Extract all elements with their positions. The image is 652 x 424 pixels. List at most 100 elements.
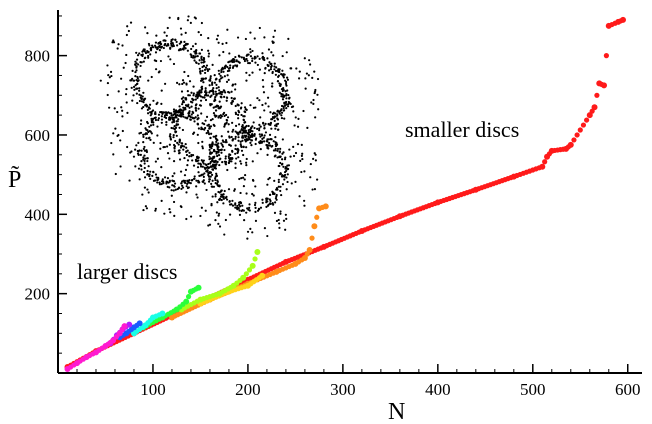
inset-dot bbox=[281, 183, 285, 186]
inset-dot bbox=[218, 80, 221, 83]
inset-dot bbox=[231, 121, 234, 124]
inset-dot bbox=[271, 118, 274, 121]
inset-dot bbox=[149, 46, 153, 49]
inset-dot bbox=[164, 39, 167, 42]
inset-dot bbox=[172, 159, 176, 163]
inset-dot bbox=[112, 153, 115, 156]
inset-dot bbox=[285, 217, 288, 220]
inset-dot bbox=[286, 89, 289, 92]
inset-dot bbox=[143, 176, 147, 179]
inset-dot bbox=[172, 119, 175, 122]
inset-dot bbox=[271, 41, 275, 44]
inset-dot bbox=[180, 187, 183, 190]
inset-dot bbox=[215, 172, 218, 175]
inset-dot bbox=[152, 117, 155, 120]
inset-dot bbox=[143, 98, 146, 101]
inset-dot bbox=[268, 69, 271, 72]
inset-dot bbox=[112, 132, 115, 135]
inset-dot bbox=[187, 15, 190, 18]
annotation-smaller-discs: smaller discs bbox=[405, 117, 519, 142]
inset-dot bbox=[305, 72, 309, 75]
inset-dot bbox=[261, 103, 264, 107]
inset-dot bbox=[208, 223, 212, 226]
inset-dot bbox=[170, 126, 173, 130]
inset-dot bbox=[177, 152, 181, 155]
inset-dot bbox=[225, 41, 228, 45]
inset-dot bbox=[249, 129, 253, 132]
inset-dot bbox=[280, 116, 284, 120]
inset-dot bbox=[160, 199, 163, 203]
inset-dot bbox=[171, 184, 174, 187]
inset-dot bbox=[162, 146, 165, 149]
data-point bbox=[565, 144, 572, 150]
inset-dot bbox=[149, 170, 152, 173]
inset-dot bbox=[198, 59, 201, 62]
inset-dot bbox=[182, 99, 185, 102]
inset-dot bbox=[306, 126, 309, 129]
inset-dot bbox=[308, 59, 311, 62]
inset-dot bbox=[294, 151, 298, 155]
inset-dot bbox=[225, 198, 229, 201]
inset-dot bbox=[245, 146, 248, 149]
inset-dot bbox=[174, 130, 177, 133]
inset-dot bbox=[258, 123, 261, 127]
inset-dot bbox=[224, 138, 228, 142]
inset-dot bbox=[154, 112, 157, 116]
inset-dot bbox=[234, 135, 237, 138]
inset-dot bbox=[246, 230, 250, 233]
data-point bbox=[156, 312, 162, 318]
inset-dot bbox=[174, 139, 177, 143]
inset-dot bbox=[185, 191, 188, 194]
data-point bbox=[306, 247, 313, 254]
inset-dot bbox=[191, 116, 194, 119]
inset-dot bbox=[222, 50, 225, 54]
inset-dot bbox=[143, 186, 147, 189]
inset-dot bbox=[180, 90, 184, 93]
inset-dot bbox=[162, 46, 165, 50]
inset-dot bbox=[207, 52, 211, 55]
inset-dot bbox=[228, 200, 231, 203]
inset-dot bbox=[256, 97, 259, 100]
data-point bbox=[586, 112, 593, 119]
inset-dot bbox=[218, 78, 221, 81]
inset-dot bbox=[216, 34, 220, 37]
inset-dot bbox=[205, 64, 209, 67]
inset-dot bbox=[294, 116, 297, 119]
inset-dot bbox=[266, 204, 270, 207]
inset-dot bbox=[275, 66, 278, 69]
inset-dot bbox=[245, 79, 248, 82]
inset-dot bbox=[230, 90, 233, 93]
inset-dot bbox=[187, 186, 190, 189]
inset-dot bbox=[281, 138, 284, 141]
inset-dot bbox=[242, 118, 246, 122]
inset-dot bbox=[131, 69, 134, 72]
data-point bbox=[147, 317, 154, 323]
data-point bbox=[280, 260, 286, 266]
inset-dot bbox=[282, 151, 285, 154]
inset-dot bbox=[238, 209, 241, 212]
inset-dot bbox=[231, 204, 235, 207]
inset-dot bbox=[222, 193, 225, 196]
inset-dot bbox=[257, 208, 261, 211]
inset-dot bbox=[169, 117, 172, 120]
inset-dot bbox=[190, 47, 193, 51]
inset-dot bbox=[252, 121, 255, 124]
inset-dot bbox=[248, 206, 251, 209]
inset-dot bbox=[277, 218, 280, 222]
x-tick-label: 600 bbox=[615, 380, 641, 399]
inset-dot bbox=[249, 135, 252, 139]
inset-dot bbox=[209, 136, 212, 140]
inset-dot bbox=[272, 54, 275, 57]
inset-dot bbox=[197, 156, 200, 159]
inset-dot bbox=[246, 59, 249, 62]
inset-dot bbox=[218, 163, 221, 167]
inset-dot bbox=[145, 157, 149, 160]
inset-dot bbox=[263, 124, 266, 127]
inset-dot bbox=[276, 149, 279, 152]
inset-dot bbox=[314, 88, 317, 92]
inset-dot bbox=[237, 123, 241, 126]
inset-dot bbox=[171, 175, 174, 178]
inset-dot bbox=[158, 44, 161, 48]
inset-dot bbox=[232, 128, 235, 131]
inset-dot bbox=[199, 214, 202, 218]
